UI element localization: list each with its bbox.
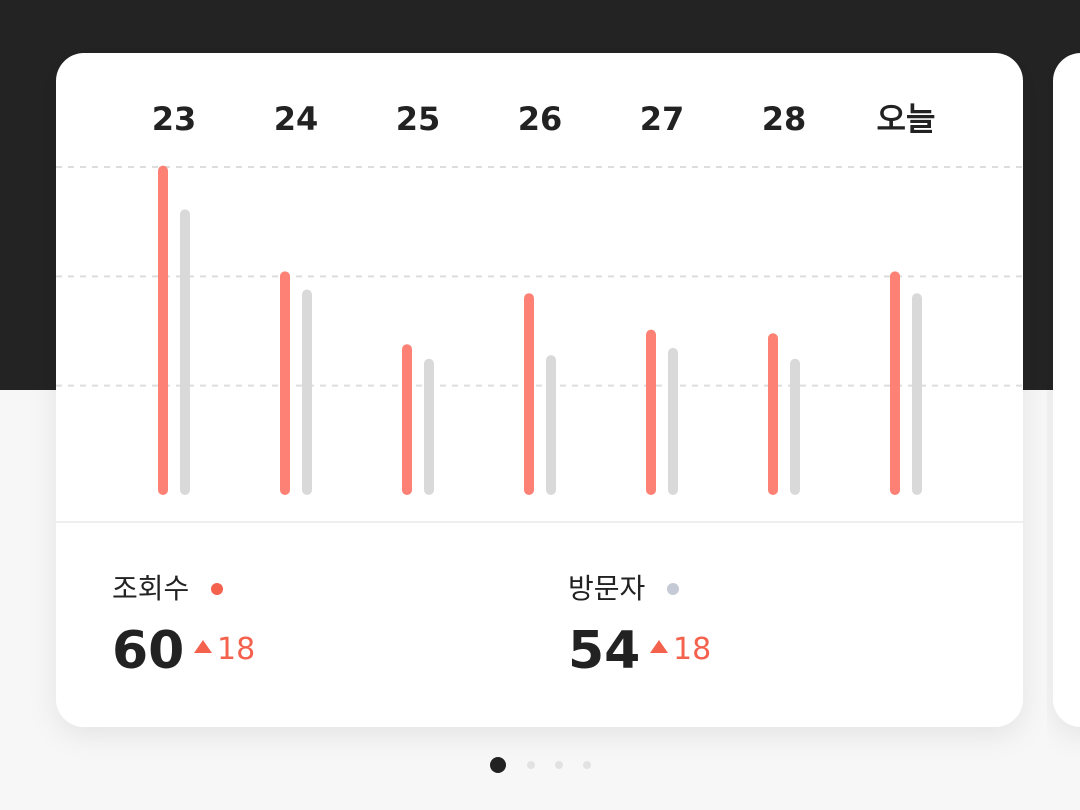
bar <box>768 333 778 495</box>
bar <box>302 289 312 495</box>
total-value: 60 <box>112 621 184 681</box>
bar <box>646 329 656 495</box>
bar <box>790 358 800 495</box>
x-tick-label: 24 <box>274 100 319 138</box>
legend-label: 방문자 <box>568 572 645 605</box>
card <box>56 53 1023 727</box>
bar <box>180 209 190 495</box>
x-tick-label: 오늘 <box>877 100 936 138</box>
plot: 23 24 25 26 27 28 오늘 <box>56 100 1023 495</box>
pager <box>490 757 591 773</box>
bar <box>668 347 678 495</box>
bar <box>280 271 290 495</box>
bar <box>912 293 922 495</box>
change-value: 18 <box>673 632 711 667</box>
bar <box>890 271 900 495</box>
bar <box>402 344 412 495</box>
legend-label: 조회수 <box>112 572 189 605</box>
summary-views: 조회수 60 18 <box>112 572 255 681</box>
up-arrow <box>650 640 668 653</box>
up-arrow <box>194 640 212 653</box>
legend-dot <box>211 583 223 595</box>
summary-visitors: 방문자 54 18 <box>568 572 711 681</box>
change-value: 18 <box>217 632 255 667</box>
bar <box>424 358 434 495</box>
x-tick-label: 26 <box>518 100 563 138</box>
x-tick-label: 23 <box>152 100 197 138</box>
next-card[interactable] <box>1053 53 1080 727</box>
bar <box>524 293 534 495</box>
page-dot[interactable] <box>527 761 535 769</box>
x-tick-label: 28 <box>762 100 807 138</box>
page-dot[interactable] <box>583 761 591 769</box>
total-value: 54 <box>568 621 640 681</box>
x-tick-label: 27 <box>640 100 685 138</box>
x-tick-label: 25 <box>396 100 441 138</box>
page-dot-active[interactable] <box>490 757 506 773</box>
bar <box>546 355 556 495</box>
bar <box>158 165 168 495</box>
legend-dot <box>667 583 679 595</box>
page-dot[interactable] <box>555 761 563 769</box>
